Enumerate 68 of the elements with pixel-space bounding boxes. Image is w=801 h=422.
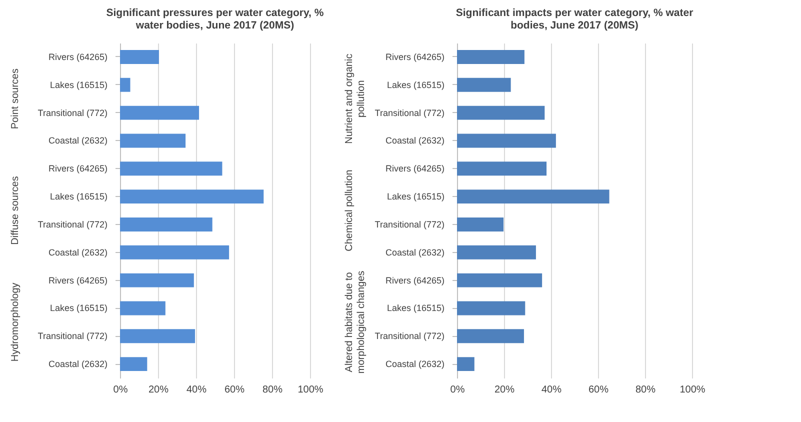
y-tick-label: Transitional (772) [374,219,444,230]
chart-title: Significant impacts per water category, % water bodies, June 2017 (20MS) [456,7,694,32]
bar [457,357,474,372]
x-tick-label: 80% [262,384,283,396]
y-tick-label: Rivers (64265) [385,275,444,286]
y-tick-label: Lakes (16515) [386,192,444,202]
x-tick-label: 0% [113,384,128,396]
bar [120,245,230,260]
y-tick-label: Lakes (16515) [50,80,108,90]
bar [457,301,526,316]
y-tick-label: Rivers (64265) [385,52,444,62]
bar [120,217,212,232]
y-tick-label: Lakes (16515) [50,303,108,314]
y-tick-label: Lakes (16515) [50,192,108,202]
text: Nutrient and organic pollution [344,54,367,144]
bar [457,134,556,148]
x-tick-label: 60% [588,384,609,396]
bar [457,162,547,176]
bar [457,217,504,232]
x-tick-label: 0% [450,384,465,396]
y-tick-label: Transitional (772) [38,219,108,230]
y-tick-label: Rivers (64265) [385,164,444,174]
bar [120,106,200,120]
y-tick-label: Lakes (16515) [386,80,444,90]
bar [457,273,542,288]
y-tick-label: Transitional (772) [374,108,444,118]
bar [457,245,536,260]
bar [120,357,148,372]
bar [120,273,194,288]
x-tick-label: 40% [541,384,562,396]
bar [457,329,524,344]
y-tick-label: Rivers (64265) [48,275,108,286]
y-tick-label: Coastal (2632) [385,359,444,370]
text: Altered habitats due to morphological changes [344,270,367,374]
y-tick-label: Rivers (64265) [48,52,108,62]
bar [120,329,196,344]
text: Diffuse sources [10,176,21,245]
bar [457,78,511,92]
x-tick-label: 80% [635,384,656,396]
x-tick-label: 60% [224,384,245,396]
x-tick-label: 100% [298,384,324,396]
text: Chemical pollution [344,170,355,252]
x-tick-label: 20% [494,384,515,396]
x-tick-label: 40% [186,384,207,396]
y-tick-label: Coastal (2632) [48,136,108,146]
bar [120,134,186,148]
text: Hydromorphology [10,282,21,362]
x-tick-label: 20% [148,384,169,396]
bar [120,301,166,316]
bar [120,162,222,176]
y-tick-label: Coastal (2632) [385,247,444,258]
bar [120,50,159,64]
y-tick-label: Transitional (772) [374,331,444,342]
y-tick-label: Coastal (2632) [385,136,444,146]
y-tick-label: Coastal (2632) [48,247,108,258]
bar [120,78,130,92]
y-tick-label: Transitional (772) [38,331,108,342]
bar [120,190,264,204]
bar [457,106,545,120]
y-tick-label: Transitional (772) [38,108,108,118]
y-tick-label: Lakes (16515) [386,303,444,314]
y-tick-label: Rivers (64265) [48,164,108,174]
text: Point sources [10,68,21,130]
bar [457,50,524,64]
bar [457,190,610,204]
y-tick-label: Coastal (2632) [48,359,108,370]
x-tick-label: 100% [680,384,706,396]
chart-title: Significant pressures per water category, % water bodies, June 2017 (20MS) [106,7,324,32]
